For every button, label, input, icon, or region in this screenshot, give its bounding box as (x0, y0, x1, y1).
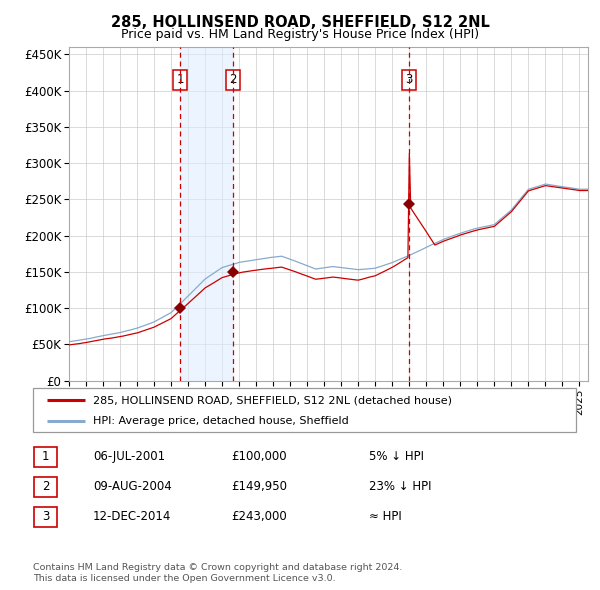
Text: 285, HOLLINSEND ROAD, SHEFFIELD, S12 2NL (detached house): 285, HOLLINSEND ROAD, SHEFFIELD, S12 2NL… (93, 395, 452, 405)
Text: 23% ↓ HPI: 23% ↓ HPI (369, 480, 431, 493)
Text: 2: 2 (229, 73, 236, 86)
Text: HPI: Average price, detached house, Sheffield: HPI: Average price, detached house, Shef… (93, 417, 349, 427)
Text: £243,000: £243,000 (231, 510, 287, 523)
Text: 06-JUL-2001: 06-JUL-2001 (93, 450, 165, 463)
FancyBboxPatch shape (33, 388, 576, 432)
Text: Contains HM Land Registry data © Crown copyright and database right 2024.: Contains HM Land Registry data © Crown c… (33, 563, 403, 572)
Text: £100,000: £100,000 (231, 450, 287, 463)
FancyBboxPatch shape (34, 477, 57, 497)
Text: 5% ↓ HPI: 5% ↓ HPI (369, 450, 424, 463)
Text: Price paid vs. HM Land Registry's House Price Index (HPI): Price paid vs. HM Land Registry's House … (121, 28, 479, 41)
Text: £149,950: £149,950 (231, 480, 287, 493)
Text: 1: 1 (176, 73, 184, 86)
FancyBboxPatch shape (34, 447, 57, 467)
Text: 12-DEC-2014: 12-DEC-2014 (93, 510, 172, 523)
Text: 2: 2 (42, 480, 49, 493)
Text: 3: 3 (405, 73, 412, 86)
Text: 1: 1 (42, 450, 49, 463)
Text: 285, HOLLINSEND ROAD, SHEFFIELD, S12 2NL: 285, HOLLINSEND ROAD, SHEFFIELD, S12 2NL (110, 15, 490, 30)
Bar (180, 47, 233, 381)
Text: 3: 3 (42, 510, 49, 523)
Text: This data is licensed under the Open Government Licence v3.0.: This data is licensed under the Open Gov… (33, 574, 335, 583)
Text: 09-AUG-2004: 09-AUG-2004 (93, 480, 172, 493)
FancyBboxPatch shape (34, 507, 57, 527)
Text: ≈ HPI: ≈ HPI (369, 510, 402, 523)
